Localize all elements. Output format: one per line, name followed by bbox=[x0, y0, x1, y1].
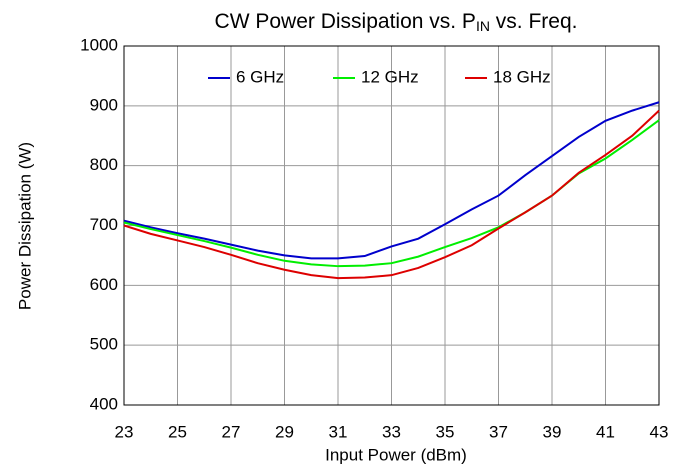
legend-label: 18 GHz bbox=[493, 67, 551, 86]
y-tick-label: 600 bbox=[90, 275, 118, 294]
x-tick-label: 35 bbox=[436, 422, 455, 441]
y-axis-label: Power Dissipation (W) bbox=[15, 142, 34, 310]
y-tick-label: 700 bbox=[90, 215, 118, 234]
x-tick-label: 37 bbox=[489, 422, 508, 441]
title-part: vs. Freq. bbox=[490, 10, 578, 33]
series-line bbox=[123, 109, 660, 280]
title-subscript: IN bbox=[476, 18, 490, 34]
x-tick-label: 33 bbox=[382, 422, 401, 441]
x-tick-label: 43 bbox=[650, 422, 669, 441]
x-tick-label: 39 bbox=[543, 422, 562, 441]
y-tick-label: 1000 bbox=[80, 35, 118, 54]
y-tick-label: 500 bbox=[90, 335, 118, 354]
legend-label: 6 GHz bbox=[236, 67, 284, 86]
title-part: CW Power Dissipation vs. P bbox=[215, 10, 476, 33]
x-tick-label: 31 bbox=[329, 422, 348, 441]
chart-title: CW Power Dissipation vs. PIN vs. Freq. bbox=[215, 10, 578, 34]
x-axis-label: Input Power (dBm) bbox=[325, 445, 467, 464]
legend-label: 12 GHz bbox=[361, 67, 419, 86]
y-tick-label: 400 bbox=[90, 394, 118, 413]
x-tick-label: 23 bbox=[115, 422, 134, 441]
y-tick-label: 900 bbox=[90, 95, 118, 114]
x-tick-label: 25 bbox=[168, 422, 187, 441]
series-line bbox=[123, 101, 660, 260]
x-tick-label: 41 bbox=[596, 422, 615, 441]
x-tick-label: 27 bbox=[222, 422, 241, 441]
y-tick-label: 800 bbox=[90, 155, 118, 174]
x-tick-label: 29 bbox=[275, 422, 294, 441]
